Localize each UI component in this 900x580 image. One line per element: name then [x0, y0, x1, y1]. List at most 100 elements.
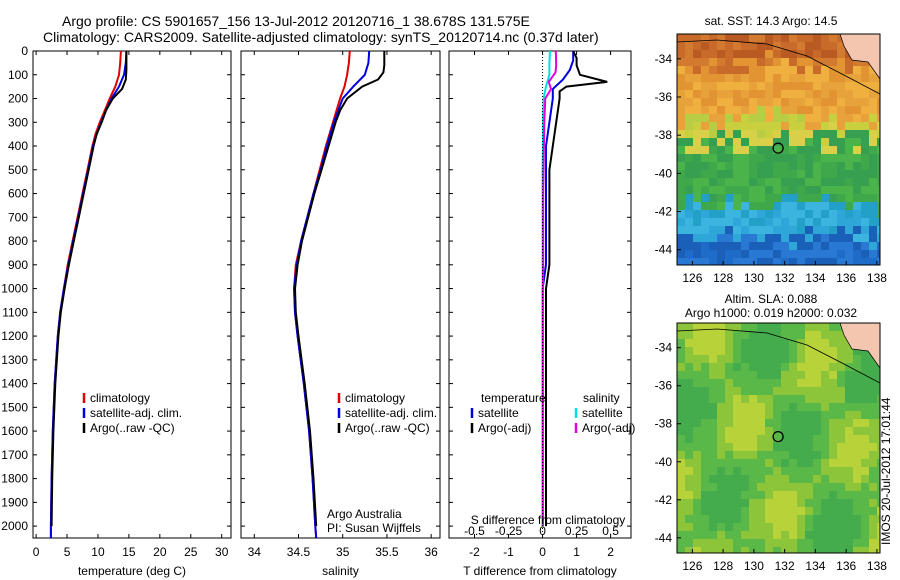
map-cell [677, 98, 685, 106]
map-cell [733, 355, 741, 363]
map-cell [845, 154, 853, 162]
map-cell [837, 411, 845, 419]
map-cell [733, 162, 741, 170]
map-cell [837, 90, 845, 98]
map-cell [877, 451, 880, 459]
map-cell [869, 443, 877, 451]
map-cell [789, 210, 797, 218]
map-cell [781, 467, 789, 475]
map-cell [829, 523, 837, 531]
map-cell [765, 515, 773, 523]
map-cell [837, 427, 845, 435]
map-cell [773, 82, 781, 90]
map-cell [869, 210, 877, 218]
map-cell [677, 379, 685, 387]
map-cell [789, 491, 797, 499]
map-cell [709, 331, 717, 339]
map-cell [797, 98, 805, 106]
map-cell [701, 90, 709, 98]
map-cell [773, 106, 781, 114]
map-cell [741, 403, 749, 411]
map-cell [685, 218, 693, 226]
map-cell [869, 475, 877, 483]
map-cell [725, 427, 733, 435]
map-cell [685, 186, 693, 194]
map-cell [701, 162, 709, 170]
map-cell [813, 130, 821, 138]
map-cell [741, 258, 749, 265]
y-tick-label: 1200 [1, 329, 28, 343]
map-cell [765, 138, 773, 146]
map-cell [717, 403, 725, 411]
map-cell [821, 106, 829, 114]
map-cell [677, 122, 685, 130]
legend-label: Argo(-adj) [478, 421, 531, 435]
map-cell [853, 515, 861, 523]
map-cell [877, 371, 880, 379]
map-cell [709, 451, 717, 459]
map-cell [749, 114, 757, 122]
map-cell [733, 395, 741, 403]
map-cell [725, 467, 733, 475]
x-tick-label: -2 [469, 545, 480, 559]
map-cell [813, 122, 821, 130]
map-cell [757, 395, 765, 403]
x-tick-label: 20 [153, 545, 167, 559]
map-cell [749, 499, 757, 507]
map-cell [749, 459, 757, 467]
map-cell [845, 122, 853, 130]
s-tick-label: 0.5 [602, 524, 619, 538]
map-cell [821, 459, 829, 467]
map-cell [845, 98, 853, 106]
map-cell [837, 114, 845, 122]
map-cell [877, 491, 880, 499]
map-x-tick-label: 134 [805, 271, 825, 285]
map-cell [701, 250, 709, 258]
map-cell [805, 459, 813, 467]
map-cell [701, 194, 709, 202]
map-cell [877, 98, 880, 106]
map-cell [733, 475, 741, 483]
map-cell [805, 138, 813, 146]
map-cell [733, 443, 741, 451]
map-cell [861, 467, 869, 475]
map-cell [845, 66, 853, 74]
map-cell [813, 547, 821, 553]
map-cell [869, 395, 877, 403]
map-cell [837, 122, 845, 130]
map-cell [685, 154, 693, 162]
map-cell [829, 379, 837, 387]
map-cell [677, 515, 685, 523]
map-cell [757, 451, 765, 459]
map-cell [717, 258, 725, 265]
map-cell [749, 379, 757, 387]
map-cell [805, 515, 813, 523]
map-cell [861, 74, 869, 82]
map-cell [837, 331, 845, 339]
map-cell [733, 491, 741, 499]
map-cell [797, 130, 805, 138]
shelf-contour [676, 328, 881, 384]
map-cell [845, 507, 853, 515]
map-cell [765, 443, 773, 451]
map-cell [757, 42, 765, 50]
map-cell [693, 483, 701, 491]
map-cell [749, 82, 757, 90]
map-cell [861, 66, 869, 74]
map-cell [829, 515, 837, 523]
map-cell [813, 90, 821, 98]
map-cell [709, 66, 717, 74]
map-cell [813, 226, 821, 234]
map-cell [757, 74, 765, 82]
map-cell [757, 475, 765, 483]
map-cell [685, 90, 693, 98]
map-cell [709, 411, 717, 419]
map-cell [693, 403, 701, 411]
map-cell [725, 499, 733, 507]
map-cell [781, 523, 789, 531]
map-cell [837, 475, 845, 483]
map-cell [861, 210, 869, 218]
map-cell [805, 90, 813, 98]
map-cell [693, 138, 701, 146]
map-cell [701, 331, 709, 339]
